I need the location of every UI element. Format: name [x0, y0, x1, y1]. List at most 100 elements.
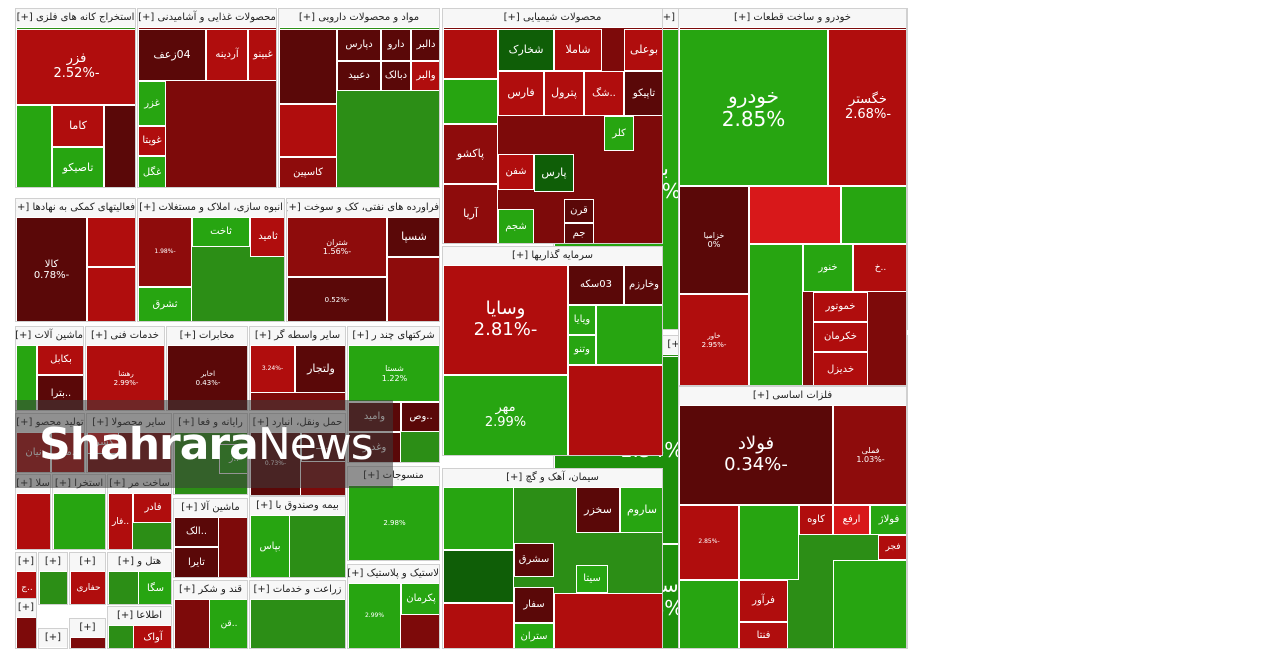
- stock-tile[interactable]: ..الک: [174, 517, 219, 547]
- stock-tile[interactable]: سگا: [138, 571, 171, 604]
- stock-tile[interactable]: 04زعف: [138, 29, 206, 81]
- sector-s18[interactable]: ماشین آلات [+] بکابل ..بترا: [15, 326, 84, 411]
- sector-s31[interactable]: قند و شکر [+] ..قن: [173, 580, 248, 649]
- stock-tile[interactable]: [568, 365, 662, 455]
- stock-tile[interactable]: [87, 217, 135, 267]
- stock-tile[interactable]: [443, 603, 514, 648]
- sector-header[interactable]: سرمایه گذاریها [+]: [443, 247, 662, 265]
- stock-tile[interactable]: دالبر: [411, 29, 439, 61]
- stock-tile[interactable]: [87, 267, 135, 321]
- sector-header[interactable]: [+]: [16, 599, 36, 617]
- stock-tile[interactable]: ..فار: [108, 493, 133, 549]
- sector-header[interactable]: مواد و محصولات دارویی [+]: [279, 9, 439, 27]
- stock-tile[interactable]: [443, 550, 514, 603]
- sector-s36[interactable]: اطلاعا [+] آواک: [107, 606, 172, 649]
- stock-tile[interactable]: غگل: [138, 156, 166, 187]
- sector-s37[interactable]: [+]: [69, 618, 106, 649]
- stock-tile[interactable]: -1.98%: [138, 217, 192, 287]
- stock-tile[interactable]: آواک: [133, 625, 171, 648]
- stock-tile[interactable]: خودرو 2.85%: [679, 29, 828, 186]
- sector-s5[interactable]: محصولات شیمیایی [+] شخارک شاملا بوعلی فارس پت…: [442, 8, 663, 244]
- stock-tile[interactable]: [596, 305, 662, 365]
- stock-tile[interactable]: غبینو: [248, 29, 276, 81]
- sector-s7[interactable]: محصولات غذایی و آشامیدنی [+] غبینو آردینه 0…: [137, 8, 277, 188]
- stock-tile[interactable]: آردینه: [206, 29, 248, 81]
- sector-s13[interactable]: فعالیتهای کمکی به نهادها [+] کالا -0.78%: [15, 198, 136, 322]
- stock-tile[interactable]: -0.52%: [287, 277, 387, 321]
- stock-tile[interactable]: خگستر -2.68%: [828, 29, 906, 186]
- stock-tile[interactable]: 2.98%: [348, 485, 439, 560]
- stock-tile[interactable]: [279, 104, 337, 157]
- stock-tile[interactable]: 2.99%: [348, 583, 401, 648]
- stock-tile[interactable]: مهر 2.99%: [443, 375, 568, 455]
- sector-header[interactable]: ماشین آلا [+]: [174, 499, 247, 517]
- stock-tile[interactable]: ثامید: [250, 217, 284, 257]
- stock-tile[interactable]: ..وص: [401, 402, 439, 432]
- sector-s17[interactable]: خدمات فنی [+] رهشا -2.99%: [85, 326, 165, 411]
- stock-tile[interactable]: آریا: [443, 184, 498, 243]
- sector-header[interactable]: سیمان، آهک و گچ [+]: [443, 469, 662, 487]
- stock-tile[interactable]: ساروم: [620, 487, 662, 533]
- stock-tile[interactable]: [679, 580, 739, 648]
- sector-header[interactable]: زراعت و خدمات [+]: [250, 581, 345, 599]
- stock-tile[interactable]: [443, 487, 514, 550]
- sector-s38[interactable]: [+]: [38, 628, 68, 649]
- sector-header[interactable]: [+]: [70, 553, 105, 571]
- stock-tile[interactable]: [841, 186, 906, 244]
- stock-tile[interactable]: ثشرق: [138, 287, 192, 321]
- stock-tile[interactable]: شخارک: [498, 29, 554, 71]
- stock-tile[interactable]: [749, 186, 841, 244]
- sector-s34[interactable]: [+]: [38, 552, 68, 605]
- stock-tile[interactable]: بپاس: [250, 515, 290, 577]
- stock-tile[interactable]: ..خ: [853, 244, 906, 292]
- sector-header[interactable]: لاستیک و پلاستیک [+]: [348, 565, 439, 583]
- stock-tile[interactable]: کلر: [604, 116, 634, 151]
- stock-tile[interactable]: خزامیا 0%: [679, 186, 749, 294]
- sector-s10[interactable]: سیمان، آهک و گچ [+] ساروم سخزر سشرق سیتا سفار…: [442, 468, 663, 649]
- stock-tile[interactable]: غویتا: [138, 126, 166, 156]
- stock-tile[interactable]: [53, 493, 105, 549]
- sector-header[interactable]: [+]: [39, 629, 67, 647]
- sector-s32[interactable]: هتل و [+] سگا: [107, 552, 172, 605]
- stock-tile[interactable]: [279, 29, 337, 104]
- stock-tile[interactable]: [16, 105, 52, 187]
- stock-tile[interactable]: کالا -0.78%: [16, 217, 87, 321]
- stock-tile[interactable]: [104, 105, 135, 187]
- stock-tile[interactable]: ثاخت: [192, 217, 250, 247]
- stock-tile[interactable]: دپارس: [337, 29, 381, 61]
- stock-tile[interactable]: وسایا -2.81%: [443, 265, 568, 375]
- stock-tile[interactable]: [749, 244, 803, 385]
- stock-tile[interactable]: پکرمان: [401, 583, 439, 615]
- sector-s25[interactable]: ماشین آلا [+] ..الک تایرا: [173, 498, 248, 578]
- stock-tile[interactable]: خموتور: [813, 292, 868, 322]
- sector-s29[interactable]: لاستیک و پلاستیک [+] پکرمان 2.99%: [347, 564, 440, 649]
- sector-header[interactable]: [+]: [16, 553, 36, 571]
- sector-header[interactable]: مخابرات [+]: [167, 327, 247, 345]
- sector-header[interactable]: اطلاعا [+]: [108, 607, 171, 625]
- sector-header[interactable]: خودرو و ساخت قطعات [+]: [679, 9, 906, 27]
- stock-tile[interactable]: خکرمان: [813, 322, 868, 352]
- stock-tile[interactable]: ..شگ: [584, 71, 624, 116]
- stock-tile[interactable]: جم: [564, 223, 594, 243]
- sector-header[interactable]: شرکتهای چند ر [+]: [348, 327, 439, 345]
- sector-s39[interactable]: [+]: [15, 598, 37, 649]
- stock-tile[interactable]: تاصیکو: [52, 147, 104, 187]
- stock-tile[interactable]: کاسپین: [279, 157, 337, 187]
- sector-header[interactable]: قند و شکر [+]: [174, 581, 247, 599]
- stock-tile[interactable]: [833, 560, 906, 648]
- sector-header[interactable]: فلزات اساسی [+]: [679, 387, 906, 405]
- stock-tile[interactable]: شجم: [498, 209, 534, 243]
- stock-tile[interactable]: حفاری: [70, 571, 105, 604]
- stock-tile[interactable]: فارس: [498, 71, 544, 116]
- sector-header[interactable]: محصولات شیمیایی [+]: [443, 9, 662, 27]
- sector-s30[interactable]: زراعت و خدمات [+]: [249, 580, 346, 649]
- stock-tile[interactable]: پارس: [534, 154, 574, 192]
- sector-header[interactable]: ماشین آلات [+]: [16, 327, 83, 345]
- stock-tile[interactable]: [443, 79, 498, 124]
- stock-tile[interactable]: خاور -2.95%: [679, 294, 749, 385]
- sector-s16[interactable]: مخابرات [+] اخابر -0.43%: [166, 326, 248, 411]
- stock-tile[interactable]: [443, 29, 498, 79]
- stock-tile[interactable]: -3.24%: [250, 345, 295, 393]
- stock-tile[interactable]: فملی -1.03%: [833, 405, 906, 505]
- sector-s4[interactable]: فلزات اساسی [+] فولاد -0.34% فملی -1.03% -2.8…: [678, 386, 907, 649]
